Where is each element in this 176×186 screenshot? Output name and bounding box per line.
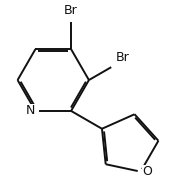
Text: O: O: [142, 165, 152, 178]
Text: Br: Br: [64, 4, 78, 17]
Text: N: N: [26, 104, 35, 117]
Text: Br: Br: [116, 51, 130, 64]
